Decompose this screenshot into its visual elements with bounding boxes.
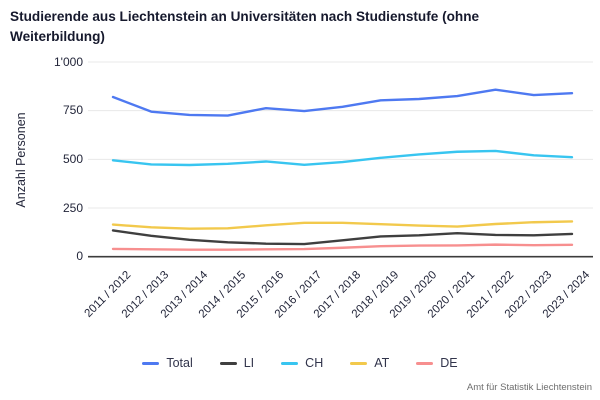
y-tick-label: 500 <box>62 151 83 166</box>
source-attribution: Amt für Statistik Liechtenstein <box>466 382 592 393</box>
legend-item-total[interactable]: Total <box>142 356 193 370</box>
chart-title-line2: Weiterbildung) <box>10 29 105 45</box>
legend-swatch-icon <box>350 361 368 365</box>
legend-item-ch[interactable]: CH <box>281 356 323 370</box>
line-total <box>111 88 574 117</box>
line-de <box>111 243 574 251</box>
line-at <box>111 220 574 230</box>
legend-item-de[interactable]: DE <box>416 356 458 370</box>
legend-item-li[interactable]: LI <box>219 356 255 370</box>
y-tick-label: 0 <box>76 249 83 264</box>
legend-label: LI <box>243 356 255 370</box>
legend-label: CH <box>305 356 324 370</box>
y-tick-label: 1'000 <box>54 54 83 69</box>
chart-title: Studierende aus Liechtenstein an Univers… <box>10 7 588 48</box>
chart-legend: Total LI CH AT DE <box>0 356 600 370</box>
legend-swatch-icon <box>416 361 434 365</box>
legend-label: DE <box>440 356 458 370</box>
y-tick-label: 750 <box>62 103 83 118</box>
legend-label: Total <box>166 356 193 370</box>
y-tick-label: 250 <box>62 200 83 215</box>
legend-swatch-icon <box>219 361 237 365</box>
legend-swatch-icon <box>142 361 160 365</box>
legend-swatch-icon <box>281 361 299 365</box>
legend-label: AT <box>374 356 390 370</box>
line-li <box>111 229 574 246</box>
legend-item-at[interactable]: AT <box>350 356 389 370</box>
chart-title-line1: Studierende aus Liechtenstein an Univers… <box>10 9 480 24</box>
line-ch <box>111 149 574 167</box>
chart-canvas[interactable] <box>0 0 600 275</box>
